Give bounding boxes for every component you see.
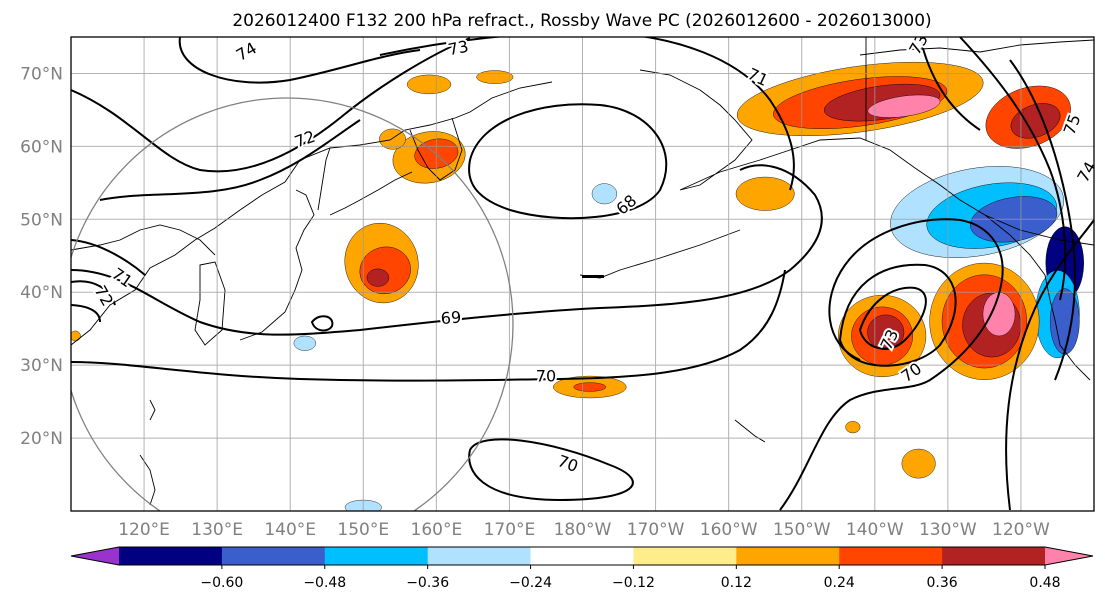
kamchatka-coastline <box>409 117 463 181</box>
contour-coast-long <box>1005 219 1094 511</box>
map-frame <box>70 36 1095 512</box>
lat-tick-label: 60°N <box>20 137 63 157</box>
colorbar-tick-label: −0.48 <box>303 575 346 591</box>
philippines-coastline <box>139 454 156 506</box>
colorbar-segment <box>530 547 635 565</box>
region-central-pac-pos-core <box>573 382 607 392</box>
colorbar-tick-label: 0.36 <box>927 575 958 591</box>
sakhalin-coastline <box>317 147 331 211</box>
lon-tick-label: 140°E <box>264 520 316 540</box>
colorbar-outline <box>70 546 1094 566</box>
colorbar-tick-label: −0.60 <box>200 575 243 591</box>
colorbar-tick-label: −0.36 <box>406 575 449 591</box>
region-japan-pos-inner <box>366 268 390 287</box>
contour-ne-pac-72 <box>838 263 957 367</box>
lon-tick-label: 130°E <box>191 520 243 540</box>
colorbar-extend-high <box>1045 547 1093 565</box>
lat-tick-label: 20°N <box>20 429 63 449</box>
colorbar-segment <box>942 547 1046 565</box>
colorbar-segment <box>324 547 429 565</box>
contour-72-tropic <box>71 304 101 323</box>
contour-70-mid <box>71 269 786 382</box>
region-ne-pac-pos-east-peak <box>982 292 1016 337</box>
colorbar-segment <box>633 547 737 565</box>
contour-73-arc <box>178 37 421 84</box>
lon-tick-label: 170°W <box>627 520 685 540</box>
colorbar: −0.60 −0.48 −0.36 −0.24 −0.12 0.12 0.24 0.36 0.4… <box>70 546 1094 591</box>
china-border <box>71 224 216 256</box>
refractivity-contours <box>71 37 1094 511</box>
colorbar-tick-label: 0.48 <box>1029 575 1060 591</box>
lon-tick-label: 120°E <box>118 520 170 540</box>
colorbar-extend-low <box>71 547 119 565</box>
colorbar-tick-label: 0.24 <box>824 575 855 591</box>
region-bering-neg <box>591 183 618 205</box>
colorbar-segment <box>839 547 943 565</box>
region-canada-pos-east-inner <box>1010 103 1061 139</box>
contour-68-loop <box>468 103 668 220</box>
lon-tick-label: 150°E <box>337 520 389 540</box>
hawaii-islands <box>734 419 766 443</box>
contour-label: 69 <box>440 307 462 328</box>
contour-coast-75 <box>959 37 1067 301</box>
region-alaska-south-pos <box>735 176 795 211</box>
colorbar-segment <box>427 547 532 565</box>
contour-inner-72 <box>99 119 361 201</box>
region-japan-south-neg <box>293 335 316 351</box>
region-chukotka-pos <box>406 74 452 95</box>
kuril-islands <box>329 171 413 216</box>
chart-title: 2026012400 F132 200 hPa refract., Rossby… <box>232 11 931 31</box>
contour-coast-74 <box>1009 59 1076 381</box>
radius-circle <box>71 97 514 511</box>
contour-69-long <box>71 164 823 336</box>
contour-72-west <box>71 37 471 173</box>
lat-tick-label: 50°N <box>20 210 63 230</box>
region-alaska-peak <box>867 94 941 118</box>
contour-73-north <box>379 37 795 191</box>
taiwan-coastline <box>149 399 156 421</box>
lat-tick-label: 30°N <box>20 356 63 376</box>
dateline-marker <box>582 275 604 278</box>
colorbar-tick-label: −0.12 <box>612 575 655 591</box>
region-china-pos <box>71 330 81 342</box>
region-tropic-pos-small <box>845 421 861 434</box>
lon-tick-label: 130°W <box>919 520 977 540</box>
lon-tick-label: 170°E <box>484 520 536 540</box>
colorbar-tick-label: −0.24 <box>509 575 552 591</box>
colorbar-segment <box>736 547 840 565</box>
colorbar-segment <box>119 547 223 565</box>
contour-label: 70 <box>536 367 556 386</box>
region-hawaii-pos <box>901 448 936 479</box>
lon-tick-label: 150°W <box>773 520 831 540</box>
alaska-coastline <box>639 69 1011 236</box>
contour-ne-pac-73 <box>858 286 927 350</box>
contour-small-loop <box>310 315 334 332</box>
region-ne-pac-pos-west-inner <box>867 314 905 351</box>
latitude-labels: 20°N 30°N 40°N 50°N 60°N 70°N <box>20 64 63 449</box>
colorbar-tick-label: 0.12 <box>721 575 752 591</box>
arctic-coast <box>859 39 1094 56</box>
lat-tick-label: 70°N <box>20 64 63 84</box>
contour-ne-pac-70 <box>779 218 1004 511</box>
region-siberia-pos <box>476 70 514 84</box>
lon-tick-label: 180°W <box>554 520 612 540</box>
colorbar-segment <box>221 547 326 565</box>
contour-73-east <box>919 37 981 131</box>
longitude-labels: 120°E 130°E 140°E 150°E 160°E 170°E 180°W 170°W… <box>118 520 1050 540</box>
asia-coastline <box>71 81 553 346</box>
lon-tick-label: 120°W <box>992 520 1050 540</box>
contour-71-inner <box>71 239 146 306</box>
west-coast-na <box>1009 234 1091 381</box>
contour-70-south <box>468 438 634 502</box>
lon-tick-label: 160°W <box>700 520 758 540</box>
lon-tick-label: 140°W <box>846 520 904 540</box>
lon-tick-label: 160°E <box>411 520 463 540</box>
japan-coastline <box>239 189 315 341</box>
lat-tick-label: 40°N <box>20 283 63 303</box>
